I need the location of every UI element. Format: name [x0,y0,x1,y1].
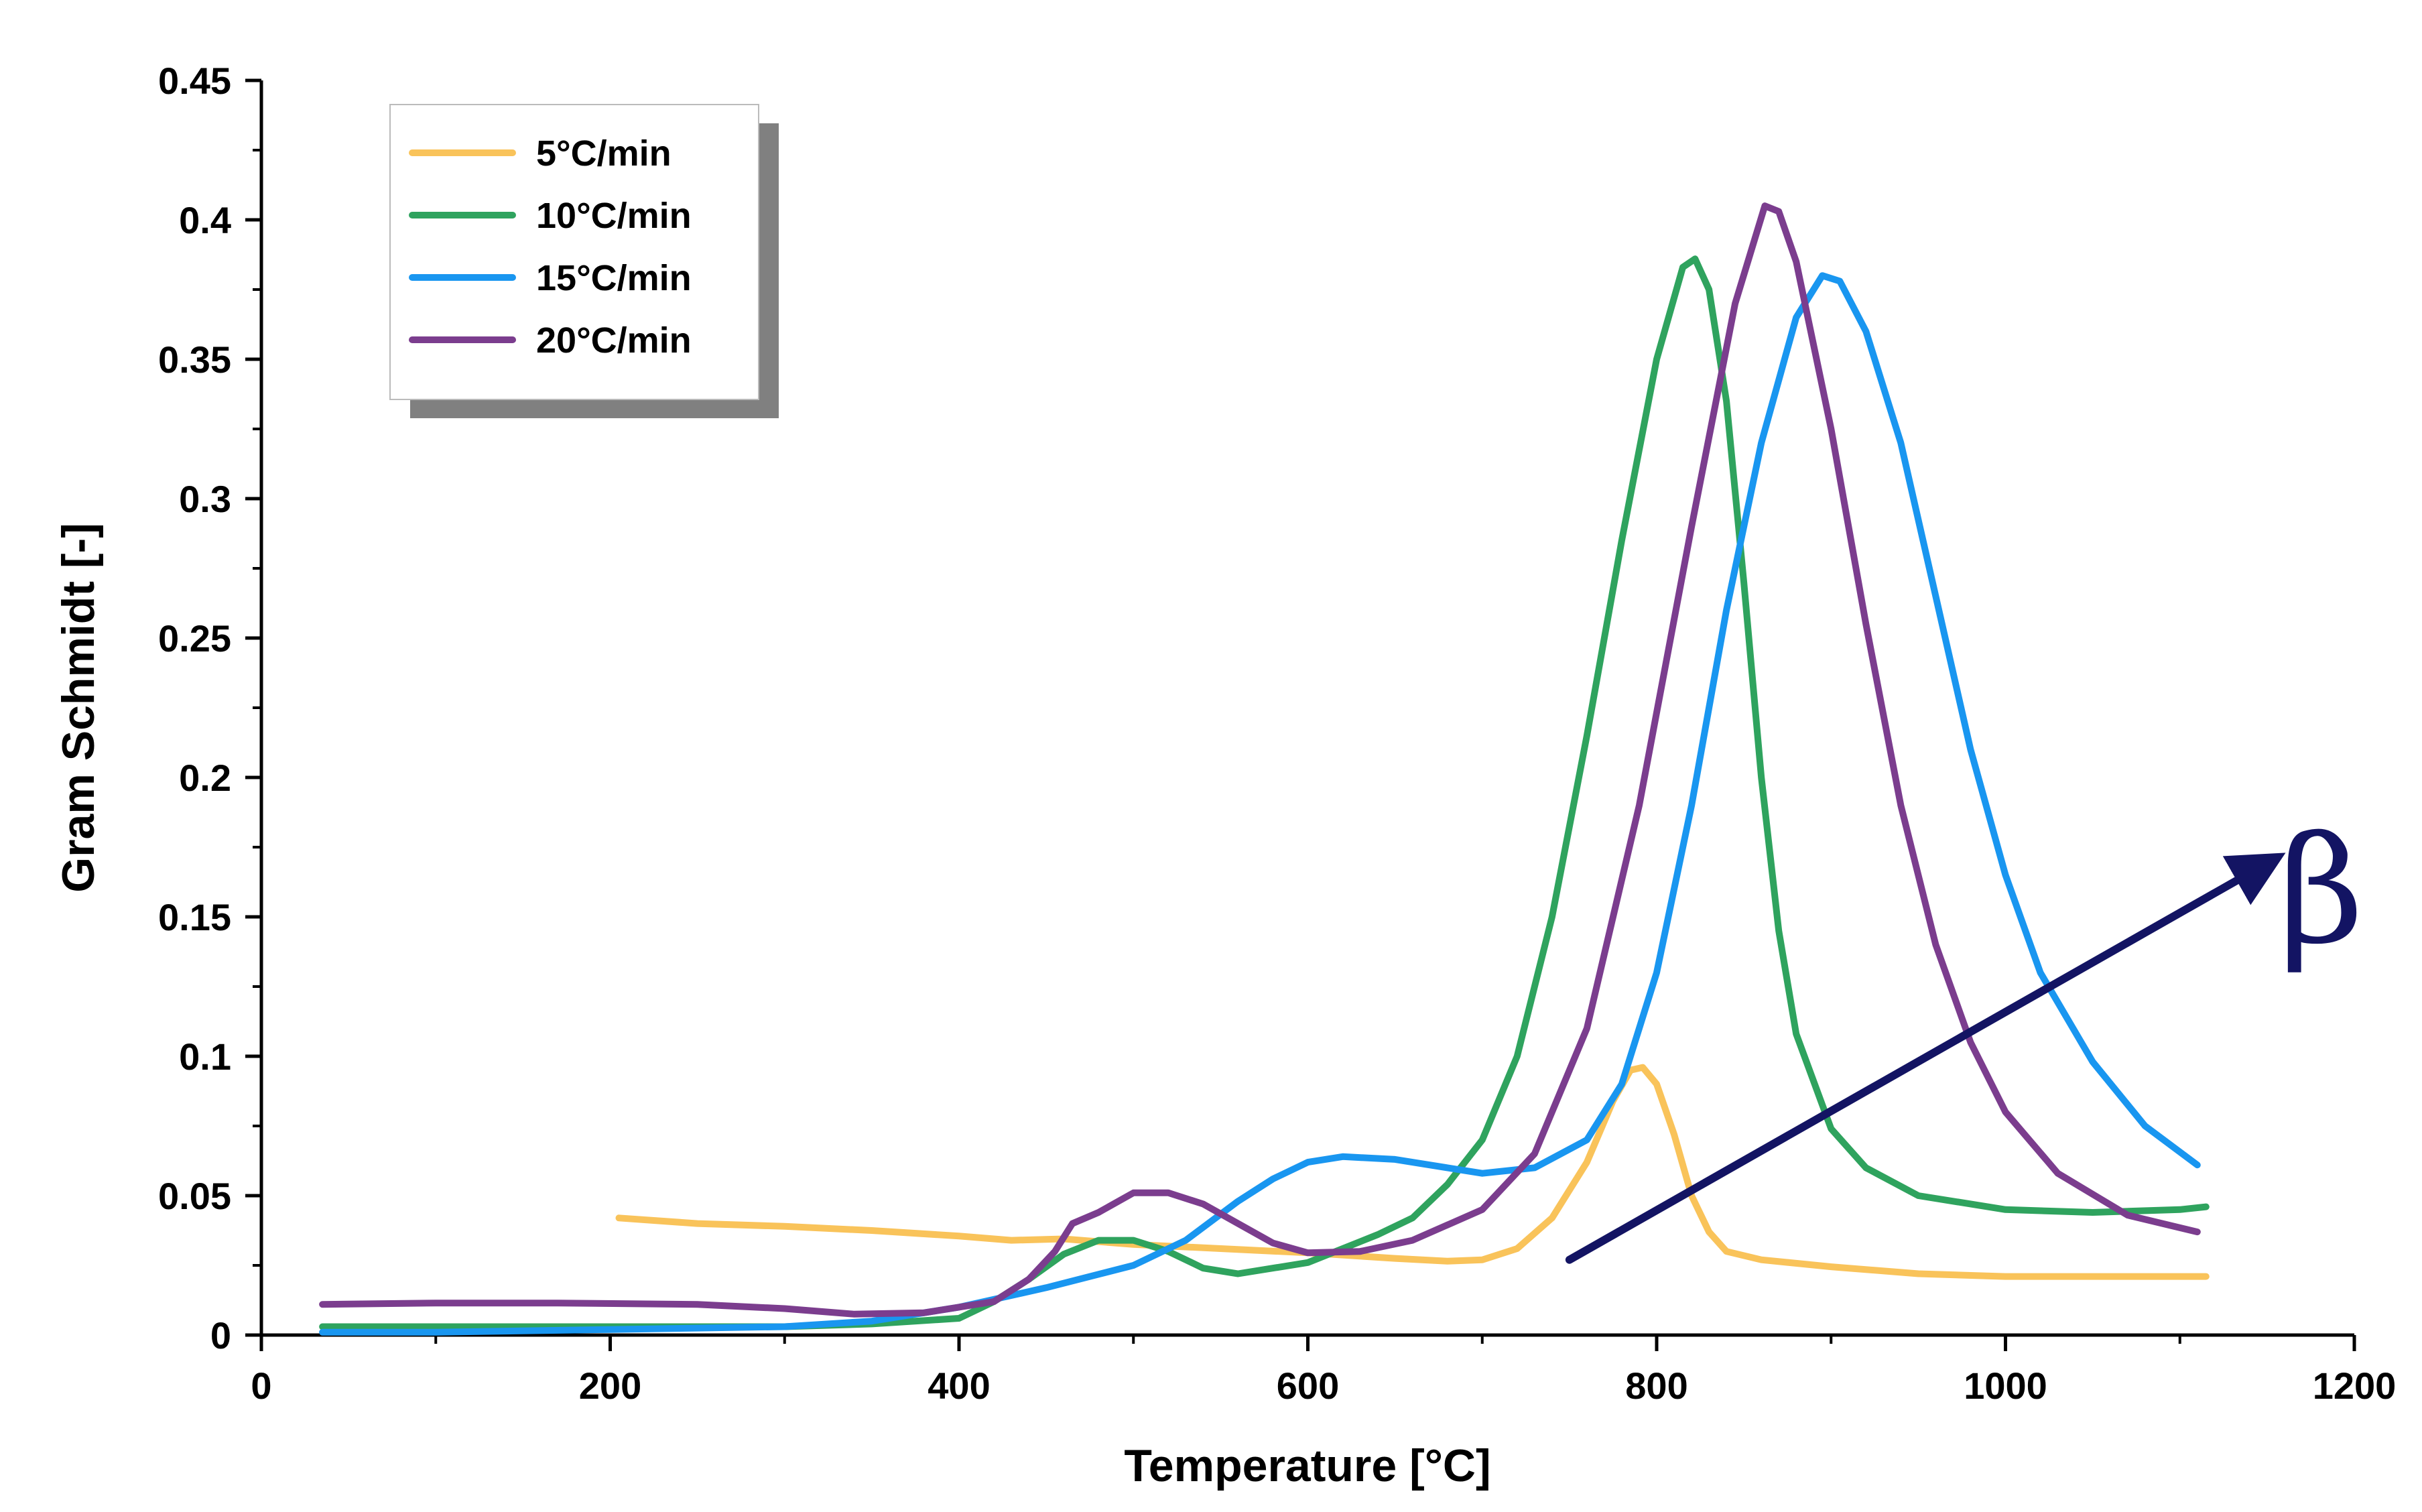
y-tick-label: 0.25 [158,617,231,659]
y-tick-label: 0.05 [158,1175,231,1217]
legend-label-4: 20°C/min [536,320,692,361]
series-line-1 [615,1064,2210,1280]
y-tick-label: 0.35 [158,338,231,381]
y-tick-label: 0.4 [179,199,231,241]
x-tick-label: 200 [579,1365,641,1407]
x-tick-label: 1200 [2313,1365,2397,1407]
y-tick-label: 0 [210,1314,231,1357]
series-line-4 [319,202,2201,1318]
x-tick-label: 400 [928,1365,990,1407]
y-tick-label: 0.3 [179,478,231,520]
legend-label-2: 10°C/min [536,196,692,236]
series-line-3 [319,272,2201,1336]
x-tick-label: 600 [1277,1365,1339,1407]
x-tick-label: 0 [251,1365,271,1407]
y-axis-title: Gram Schmidt [-] [53,523,104,893]
series-line-2 [319,255,2210,1330]
y-tick-label: 0.1 [179,1035,231,1078]
x-tick-label: 800 [1625,1365,1687,1407]
legend: 5°C/min 10°C/min 15°C/min 20°C/min [389,104,779,418]
legend-label-1: 5°C/min [536,133,672,174]
y-tick-label: 0.15 [158,896,231,938]
x-tick-label: 1000 [1964,1365,2047,1407]
y-tick-label: 0.45 [158,60,231,102]
beta-label: β [2279,805,2364,976]
beta-arrow [1565,853,2286,1264]
y-tick-label: 0.2 [179,757,231,799]
x-axis-title: Temperature [°C] [1124,1440,1490,1491]
legend-label-3: 15°C/min [536,258,692,298]
